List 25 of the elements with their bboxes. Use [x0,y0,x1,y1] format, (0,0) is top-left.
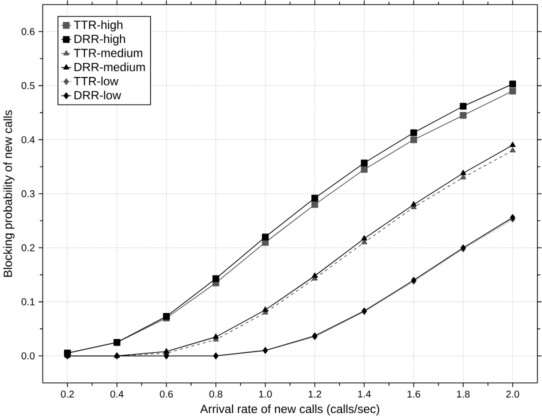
x-tick-label: 1.6 [408,390,420,398]
y-tick-label: 0.3 [22,190,35,198]
x-tick-label: 1.8 [457,390,470,398]
y-tick-label: 0.2 [22,244,34,252]
legend-label: TTR-medium [74,48,142,58]
y-tick-label: 0.1 [22,298,34,306]
x-tick-label: 1.0 [259,390,272,398]
legend-label: TTR-high [74,20,122,32]
legend-label: TTR-low [74,76,119,86]
x-tick-label: 1.4 [358,390,371,398]
x-tick-label: 0.2 [60,390,74,398]
x-tick-label: 0.4 [110,390,124,398]
y-tick-label: 0.5 [22,82,35,90]
y-tick-label: 0.6 [22,28,35,36]
y-tick-label: 0.4 [22,136,35,144]
x-tick-label: 0.8 [209,390,222,398]
y-axis-title: Blocking probability of new calls [3,110,14,277]
legend-label: DRR-low [74,90,122,100]
legend-label: DRR-high [74,34,126,46]
x-tick-label: 2.0 [506,390,520,398]
x-tick-label: 0.6 [160,390,173,398]
x-tick-label: 1.2 [308,390,322,398]
y-tick-label: 0.0 [22,352,35,360]
x-axis-title: Arrival rate of new calls (calls/sec) [200,404,380,416]
legend-label: DRR-medium [74,62,145,72]
